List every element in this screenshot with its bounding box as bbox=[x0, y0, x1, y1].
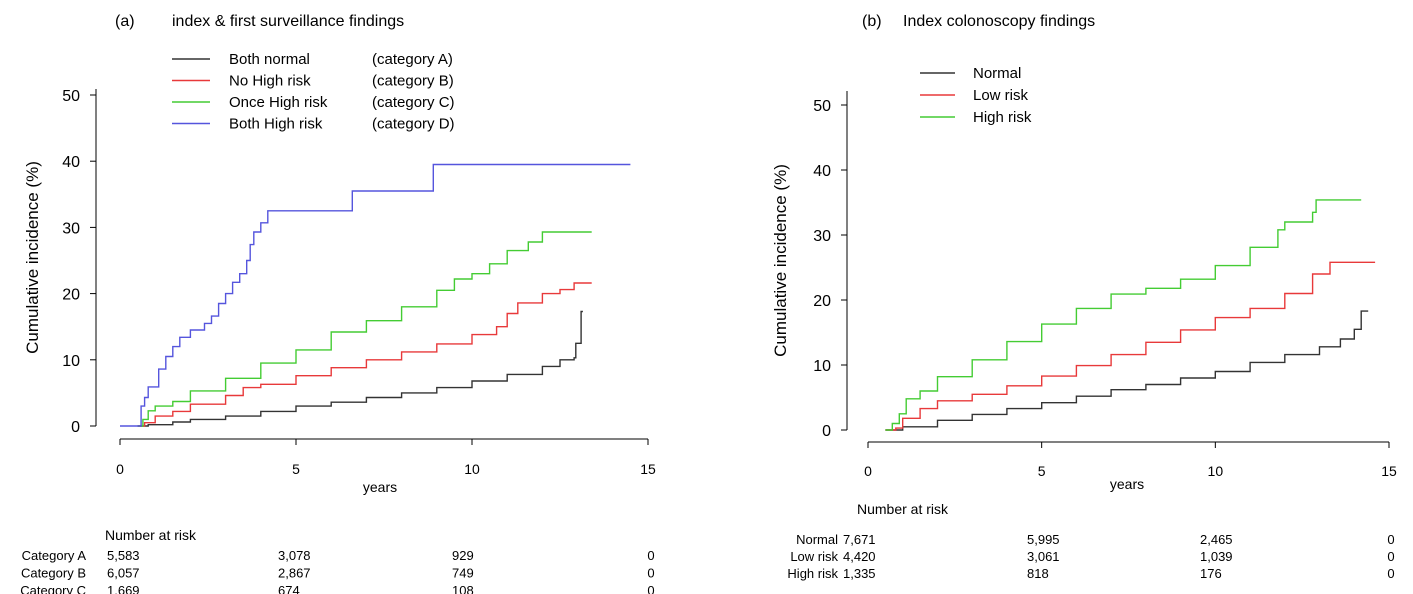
chart-panel-b: (b) Index colonoscopy findings01020304050… bbox=[771, 13, 1397, 581]
series-line-2 bbox=[885, 199, 1362, 431]
risk-value: 7,671 bbox=[843, 532, 876, 547]
y-axis-label: Cumulative incidence (%) bbox=[23, 161, 42, 354]
x-tick-label: 5 bbox=[292, 461, 300, 477]
risk-value: 929 bbox=[452, 548, 474, 563]
x-tick-label: 10 bbox=[1208, 463, 1224, 479]
series-line-3 bbox=[120, 163, 631, 427]
chart-panel-a: (a) index & first surveillance findings 0 1… bbox=[20, 13, 656, 594]
risk-value: 0 bbox=[647, 548, 654, 563]
chart-title: Index colonoscopy findings bbox=[903, 13, 1095, 30]
x-tick-label: 15 bbox=[640, 461, 656, 477]
risk-value: 5,583 bbox=[107, 548, 140, 563]
y-tick-label: 20 bbox=[813, 293, 831, 310]
panel-label: (a) bbox=[115, 13, 135, 30]
legend-label-2: Once High risk bbox=[229, 94, 328, 111]
y-tick-label: 30 bbox=[813, 228, 831, 245]
risk-row-label: High risk bbox=[787, 566, 838, 581]
series-line-0 bbox=[885, 310, 1369, 431]
risk-value: 4,420 bbox=[843, 549, 876, 564]
y-tick-label: 10 bbox=[813, 358, 831, 375]
x-tick-label: 10 bbox=[464, 461, 480, 477]
risk-row-label: Category A bbox=[22, 548, 87, 563]
legend-label-1: Low risk bbox=[973, 87, 1029, 104]
risk-value: 0 bbox=[1387, 549, 1394, 564]
risk-value: 2,867 bbox=[278, 566, 311, 581]
risk-value: 5,995 bbox=[1027, 532, 1060, 547]
y-tick-label: 0 bbox=[822, 423, 831, 440]
chart-title: index & first surveillance findings bbox=[172, 13, 404, 30]
risk-value: 1,039 bbox=[1200, 549, 1233, 564]
legend-label-0: Normal bbox=[973, 65, 1021, 82]
y-tick-label: 10 bbox=[62, 353, 80, 370]
legend-category-2: (category C) bbox=[372, 94, 455, 111]
x-axis-label: years bbox=[363, 479, 397, 495]
risk-value: 108 bbox=[452, 583, 474, 594]
risk-value: 0 bbox=[647, 566, 654, 581]
legend-label-2: High risk bbox=[973, 109, 1032, 126]
legend: Normal Low risk High risk bbox=[920, 65, 1032, 126]
x-tick-label: 0 bbox=[864, 463, 872, 479]
legend: Both normal (category A) No High risk (cate… bbox=[172, 51, 455, 133]
y-tick-label: 40 bbox=[62, 154, 80, 171]
risk-value: 0 bbox=[647, 583, 654, 594]
risk-value: 2,465 bbox=[1200, 532, 1233, 547]
risk-value: 674 bbox=[278, 583, 300, 594]
series-line-2 bbox=[137, 231, 592, 427]
risk-table-heading: Number at risk bbox=[105, 527, 197, 543]
risk-row-label: Category C bbox=[20, 583, 86, 594]
legend-label-3: Both High risk bbox=[229, 116, 323, 133]
risk-table-heading: Number at risk bbox=[857, 501, 949, 517]
x-tick-label: 5 bbox=[1038, 463, 1046, 479]
risk-row-label: Normal bbox=[796, 532, 838, 547]
risk-table: Number at risk Category A 5,583 3,078 929 0 Ca… bbox=[20, 527, 654, 594]
risk-value: 818 bbox=[1027, 566, 1049, 581]
panel-label: (b) bbox=[862, 13, 882, 30]
risk-value: 0 bbox=[1387, 566, 1394, 581]
y-tick-label: 50 bbox=[813, 98, 831, 115]
series-line-1 bbox=[885, 261, 1376, 431]
series-line-0 bbox=[137, 310, 583, 427]
risk-value: 1,335 bbox=[843, 566, 876, 581]
y-tick-label: 20 bbox=[62, 287, 80, 304]
risk-row-label: Category B bbox=[21, 566, 86, 581]
legend-category-1: (category B) bbox=[372, 73, 454, 90]
x-tick-label: 15 bbox=[1381, 463, 1397, 479]
legend-label-0: Both normal bbox=[229, 51, 310, 68]
x-tick-label: 0 bbox=[116, 461, 124, 477]
y-tick-label: 40 bbox=[813, 163, 831, 180]
series-line-1 bbox=[137, 282, 592, 427]
risk-value: 3,078 bbox=[278, 548, 311, 563]
y-tick-label: 0 bbox=[71, 419, 80, 436]
y-tick-label: 30 bbox=[62, 220, 80, 237]
risk-value: 1,669 bbox=[107, 583, 140, 594]
risk-row-label: Low risk bbox=[790, 549, 838, 564]
y-axis-label: Cumulative incidence (%) bbox=[771, 164, 790, 357]
risk-value: 3,061 bbox=[1027, 549, 1060, 564]
legend-category-3: (category D) bbox=[372, 116, 455, 133]
x-axis-label: years bbox=[1110, 476, 1144, 492]
risk-value: 0 bbox=[1387, 532, 1394, 547]
y-tick-label: 50 bbox=[62, 88, 80, 105]
risk-value: 6,057 bbox=[107, 566, 140, 581]
legend-label-1: No High risk bbox=[229, 73, 311, 90]
risk-value: 749 bbox=[452, 566, 474, 581]
legend-category-0: (category A) bbox=[372, 51, 453, 68]
risk-table: Number at risk Normal 7,671 5,995 2,465 0 Low … bbox=[787, 501, 1394, 581]
risk-value: 176 bbox=[1200, 566, 1222, 581]
